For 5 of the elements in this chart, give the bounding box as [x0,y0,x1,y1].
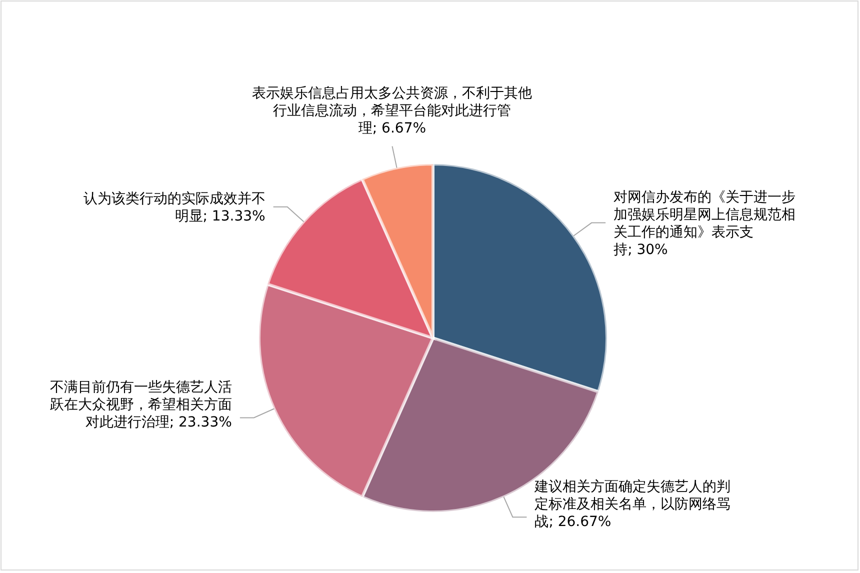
slice-label: 认为该类行动的实际成效并不明显; 13.33% [83,191,266,225]
slice-label: 表示娱乐信息占用太多公共资源，不利于其他行业信息流动，希望平台能对此进行管理; 6.67% [252,85,532,136]
slice-label: 不满目前仍有一些失德艺人活跃在大众视野，希望相关方面对此进行治理; 23.33% [50,380,232,431]
slice-label: 对网信办发布的《关于进一步加强娱乐明星网上信息规范相关工作的通知》表示支持; 30% [614,189,796,258]
slice-label: 建议相关方面确定失德艺人的判定标准及相关名单，以防网络骂战; 26.67% [534,478,731,530]
